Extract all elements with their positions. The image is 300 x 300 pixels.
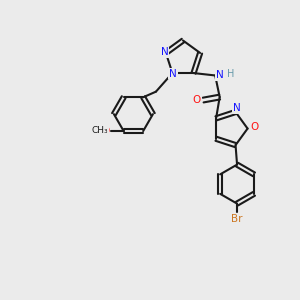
Text: H: H [227, 69, 235, 79]
Text: N: N [215, 70, 223, 80]
Text: N: N [160, 47, 168, 57]
Text: N: N [169, 69, 177, 79]
Text: O: O [250, 122, 258, 132]
Text: O: O [193, 95, 201, 105]
Text: O: O [101, 126, 109, 136]
Text: CH₃: CH₃ [92, 126, 108, 135]
Text: Br: Br [231, 214, 243, 224]
Text: N: N [233, 103, 241, 113]
